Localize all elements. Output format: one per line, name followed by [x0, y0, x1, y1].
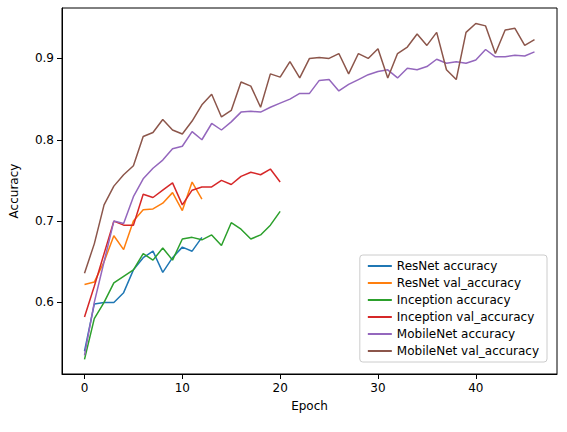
svg-text:0.8: 0.8: [35, 133, 54, 147]
svg-text:0.6: 0.6: [35, 295, 54, 309]
svg-text:0.7: 0.7: [35, 214, 54, 228]
svg-text:0: 0: [81, 381, 89, 395]
svg-text:MobileNet accuracy: MobileNet accuracy: [397, 327, 515, 341]
svg-text:0.9: 0.9: [35, 51, 54, 65]
svg-text:30: 30: [370, 381, 385, 395]
svg-text:ResNet val_accuracy: ResNet val_accuracy: [397, 276, 521, 290]
svg-text:Accuracy: Accuracy: [7, 164, 21, 219]
svg-text:Inception val_accuracy: Inception val_accuracy: [397, 310, 534, 324]
svg-text:40: 40: [468, 381, 483, 395]
svg-text:10: 10: [175, 381, 190, 395]
svg-text:Inception accuracy: Inception accuracy: [397, 293, 511, 307]
svg-text:ResNet accuracy: ResNet accuracy: [397, 259, 497, 273]
svg-text:Epoch: Epoch: [291, 399, 328, 413]
svg-text:MobileNet val_accuracy: MobileNet val_accuracy: [397, 344, 539, 358]
svg-text:20: 20: [273, 381, 288, 395]
